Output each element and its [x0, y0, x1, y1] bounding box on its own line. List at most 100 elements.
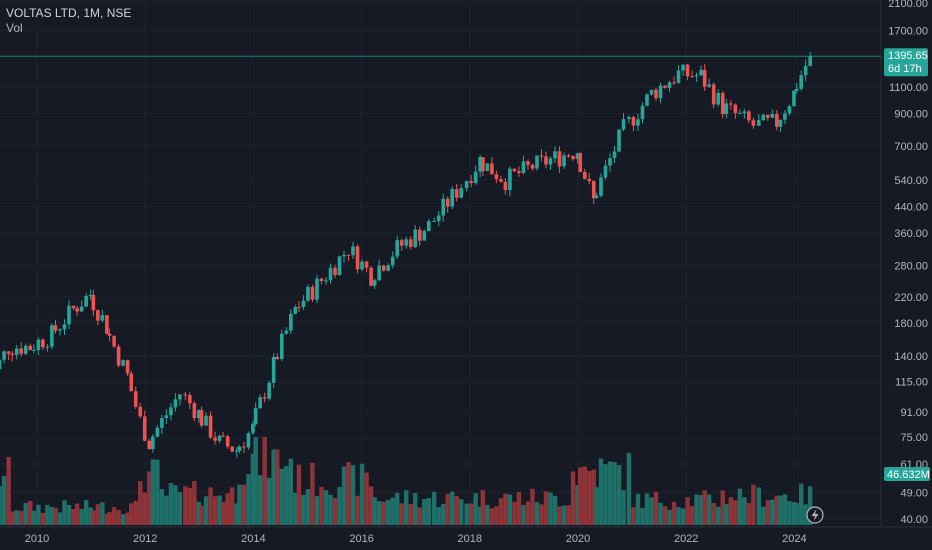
volume-bar [271, 449, 276, 525]
volume-bar [525, 501, 531, 525]
candle-body [105, 315, 109, 334]
candle-body [699, 69, 703, 76]
volume-bar [534, 502, 540, 525]
volume-bar [706, 494, 712, 525]
candle-body [582, 171, 587, 179]
volume-bar [133, 500, 138, 525]
candle-body [557, 151, 562, 167]
candle-body [28, 345, 33, 350]
volume-bar [53, 507, 58, 525]
candle-body [328, 267, 333, 281]
candle-body [280, 333, 284, 359]
candle-body [188, 395, 192, 404]
candle-body [75, 308, 79, 312]
price-tick-label: 2100.00 [888, 0, 928, 10]
volume-bar [83, 499, 89, 525]
volume-bar [71, 509, 76, 525]
candle-body [426, 221, 431, 232]
volume-bar [10, 511, 15, 525]
candle-body [459, 188, 464, 198]
candle-body [672, 82, 676, 84]
volume-bar [575, 484, 580, 525]
candle-body [436, 215, 441, 222]
candle-body [627, 116, 631, 120]
volume-bar [138, 481, 143, 525]
volume-bar [671, 501, 677, 525]
candle-body [79, 306, 84, 312]
volume-bar [323, 490, 329, 525]
time-tick-label: 2024 [782, 533, 806, 545]
price-badge: 1395.65 6d 17h [884, 48, 928, 77]
volume-bar [364, 472, 369, 525]
candle-body [685, 64, 690, 77]
candle-body [246, 433, 251, 448]
volume-bar [183, 486, 188, 525]
candle-body [694, 75, 699, 77]
volume-bar [530, 488, 535, 525]
candle-body [217, 435, 222, 441]
volume-bar [436, 506, 441, 525]
price-tick-label: 75.00 [900, 432, 928, 444]
volume-bar [480, 490, 486, 525]
volume-bar [355, 495, 360, 525]
volume-bar [450, 491, 455, 525]
candle-body [658, 85, 663, 99]
volume-bar [548, 492, 553, 525]
volume-bar [468, 503, 474, 525]
volume-bar [328, 494, 333, 525]
candle-body [333, 267, 337, 276]
symbol-title[interactable]: VOLTAS LTD, 1M, NSE [6, 6, 132, 20]
price-axis[interactable]: 2100.00 1700.00 1100.00 900.00 700.00 540.00 4… [888, 0, 928, 526]
volume-bar [561, 505, 567, 525]
candle-body [324, 280, 328, 282]
volume-bar [591, 469, 596, 525]
candle-body [390, 256, 395, 266]
candle-body [681, 64, 685, 71]
volume-bar [557, 506, 562, 525]
volume-bar [88, 507, 93, 525]
volume-bar [346, 462, 351, 525]
volume-bar [91, 510, 96, 525]
time-axis[interactable]: 2010 2012 2014 2016 2018 2020 2022 2024 [25, 533, 807, 545]
candle-body [251, 423, 255, 434]
candle-body [183, 394, 188, 396]
volume-bar [107, 512, 112, 525]
candle-body [155, 427, 160, 437]
volume-bar [159, 489, 165, 525]
candle-body [521, 161, 526, 173]
price-tick-label: 180.00 [894, 318, 928, 330]
candle-body [369, 267, 373, 286]
lightning-icon[interactable] [806, 506, 824, 524]
volume-bar [803, 504, 808, 525]
volume-bar [807, 486, 813, 525]
candle-body [242, 446, 246, 448]
candle-body [450, 189, 455, 207]
volume-bar [203, 496, 209, 525]
volume-bar [404, 490, 409, 525]
volume-bar [778, 495, 783, 525]
volume-badge-value: 46.632M [887, 469, 930, 481]
candle-body [792, 90, 796, 107]
candle-body [133, 391, 138, 407]
candle-body [213, 437, 217, 441]
volume-bar [485, 504, 490, 525]
volume-bar [698, 495, 704, 525]
volume-bar [100, 502, 105, 525]
candle-body [508, 168, 512, 191]
volume-bar [173, 485, 178, 525]
volume-bar [192, 481, 197, 525]
candle-body [591, 181, 596, 199]
volume-bar [305, 489, 311, 525]
volume-bar [164, 495, 169, 525]
candle-body [571, 156, 575, 160]
volume-legend[interactable]: Vol [6, 21, 23, 35]
candle-body [36, 339, 41, 350]
candle-body [142, 416, 147, 441]
candle-body [445, 198, 450, 207]
candle-body [539, 155, 544, 157]
volume-bar [702, 490, 707, 525]
candle-body [399, 240, 404, 246]
candle-body [494, 174, 499, 180]
candle-body [41, 339, 45, 348]
